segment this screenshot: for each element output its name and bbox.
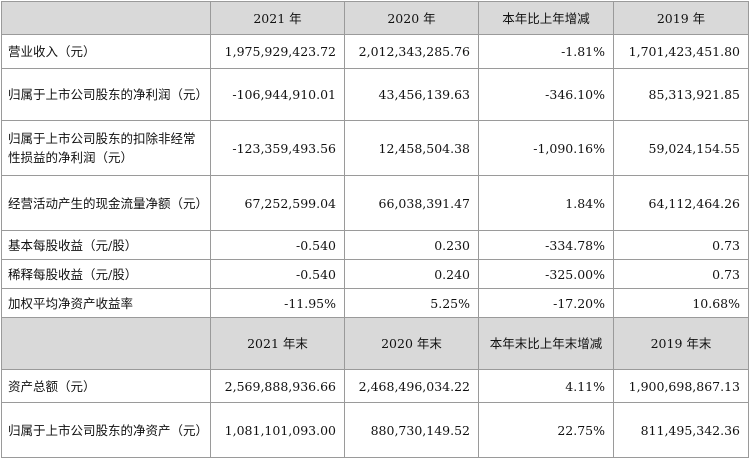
table-row: 加权平均净资产收益率 -11.95% 5.25% -17.20% 10.68% [1, 288, 749, 318]
table-row: 营业收入（元） 1,975,929,423.72 2,012,343,285.7… [1, 34, 749, 69]
cell-value: 43,456,139.63 [344, 68, 479, 121]
cell-value: 1,701,423,451.80 [613, 34, 749, 69]
col-header: 2020 年末 [344, 317, 479, 370]
cell-value: 0.240 [344, 259, 479, 289]
cell-value: -106,944,910.01 [210, 68, 345, 121]
cell-value: 12,458,504.38 [344, 120, 479, 176]
cell-value: 1,975,929,423.72 [210, 34, 345, 69]
table-row: 归属于上市公司股东的净资产（元） 1,081,101,093.00 880,73… [1, 402, 749, 458]
cell-value: -11.95% [210, 288, 345, 318]
col-header: 本年末比上年末增减 [478, 317, 614, 370]
table-row: 基本每股收益（元/股） -0.540 0.230 -334.78% 0.73 [1, 230, 749, 260]
financial-summary-table: 2021 年 2020 年 本年比上年增减 2019 年 营业收入（元） 1,9… [1, 1, 749, 458]
header-row-1: 2021 年 2020 年 本年比上年增减 2019 年 [1, 1, 749, 35]
row-label: 加权平均净资产收益率 [1, 288, 211, 318]
cell-value: 1,900,698,867.13 [613, 369, 749, 403]
col-header: 2021 年末 [210, 317, 345, 370]
cell-value: 67,252,599.04 [210, 175, 345, 231]
cell-value: -1,090.16% [478, 120, 614, 176]
table-row: 稀释每股收益（元/股） -0.540 0.240 -325.00% 0.73 [1, 259, 749, 289]
col-header: 2019 年末 [613, 317, 749, 370]
cell-value: 4.11% [478, 369, 614, 403]
cell-value: 1,081,101,093.00 [210, 402, 345, 458]
cell-value: -123,359,493.56 [210, 120, 345, 176]
col-header: 2021 年 [210, 1, 345, 35]
cell-value: -334.78% [478, 230, 614, 260]
cell-value: 85,313,921.85 [613, 68, 749, 121]
col-header: 2019 年 [613, 1, 749, 35]
cell-value: 66,038,391.47 [344, 175, 479, 231]
corner-cell [1, 317, 211, 370]
cell-value: 811,495,342.36 [613, 402, 749, 458]
row-label: 归属于上市公司股东的净资产（元） [1, 402, 211, 458]
cell-value: 0.73 [613, 230, 749, 260]
corner-cell [1, 1, 211, 35]
col-header: 2020 年 [344, 1, 479, 35]
row-label: 基本每股收益（元/股） [1, 230, 211, 260]
cell-value: -0.540 [210, 259, 345, 289]
cell-value: 22.75% [478, 402, 614, 458]
cell-value: 59,024,154.55 [613, 120, 749, 176]
cell-value: -325.00% [478, 259, 614, 289]
cell-value: -17.20% [478, 288, 614, 318]
cell-value: 64,112,464.26 [613, 175, 749, 231]
row-label: 经营活动产生的现金流量净额（元） [1, 175, 211, 231]
cell-value: 10.68% [613, 288, 749, 318]
row-label: 营业收入（元） [1, 34, 211, 69]
cell-value: -1.81% [478, 34, 614, 69]
cell-value: -0.540 [210, 230, 345, 260]
cell-value: 2,012,343,285.76 [344, 34, 479, 69]
cell-value: 0.230 [344, 230, 479, 260]
table-row: 归属于上市公司股东的扣除非经常性损益的净利润（元） -123,359,493.5… [1, 120, 749, 176]
row-label: 归属于上市公司股东的扣除非经常性损益的净利润（元） [1, 120, 211, 176]
row-label: 资产总额（元） [1, 369, 211, 403]
table-row: 归属于上市公司股东的净利润（元） -106,944,910.01 43,456,… [1, 68, 749, 121]
table-row: 资产总额（元） 2,569,888,936.66 2,468,496,034.2… [1, 369, 749, 403]
cell-value: 880,730,149.52 [344, 402, 479, 458]
cell-value: -346.10% [478, 68, 614, 121]
header-row-2: 2021 年末 2020 年末 本年末比上年末增减 2019 年末 [1, 317, 749, 370]
col-header: 本年比上年增减 [478, 1, 614, 35]
row-label: 归属于上市公司股东的净利润（元） [1, 68, 211, 121]
cell-value: 2,569,888,936.66 [210, 369, 345, 403]
cell-value: 0.73 [613, 259, 749, 289]
cell-value: 1.84% [478, 175, 614, 231]
cell-value: 5.25% [344, 288, 479, 318]
cell-value: 2,468,496,034.22 [344, 369, 479, 403]
row-label: 稀释每股收益（元/股） [1, 259, 211, 289]
table-row: 经营活动产生的现金流量净额（元） 67,252,599.04 66,038,39… [1, 175, 749, 231]
